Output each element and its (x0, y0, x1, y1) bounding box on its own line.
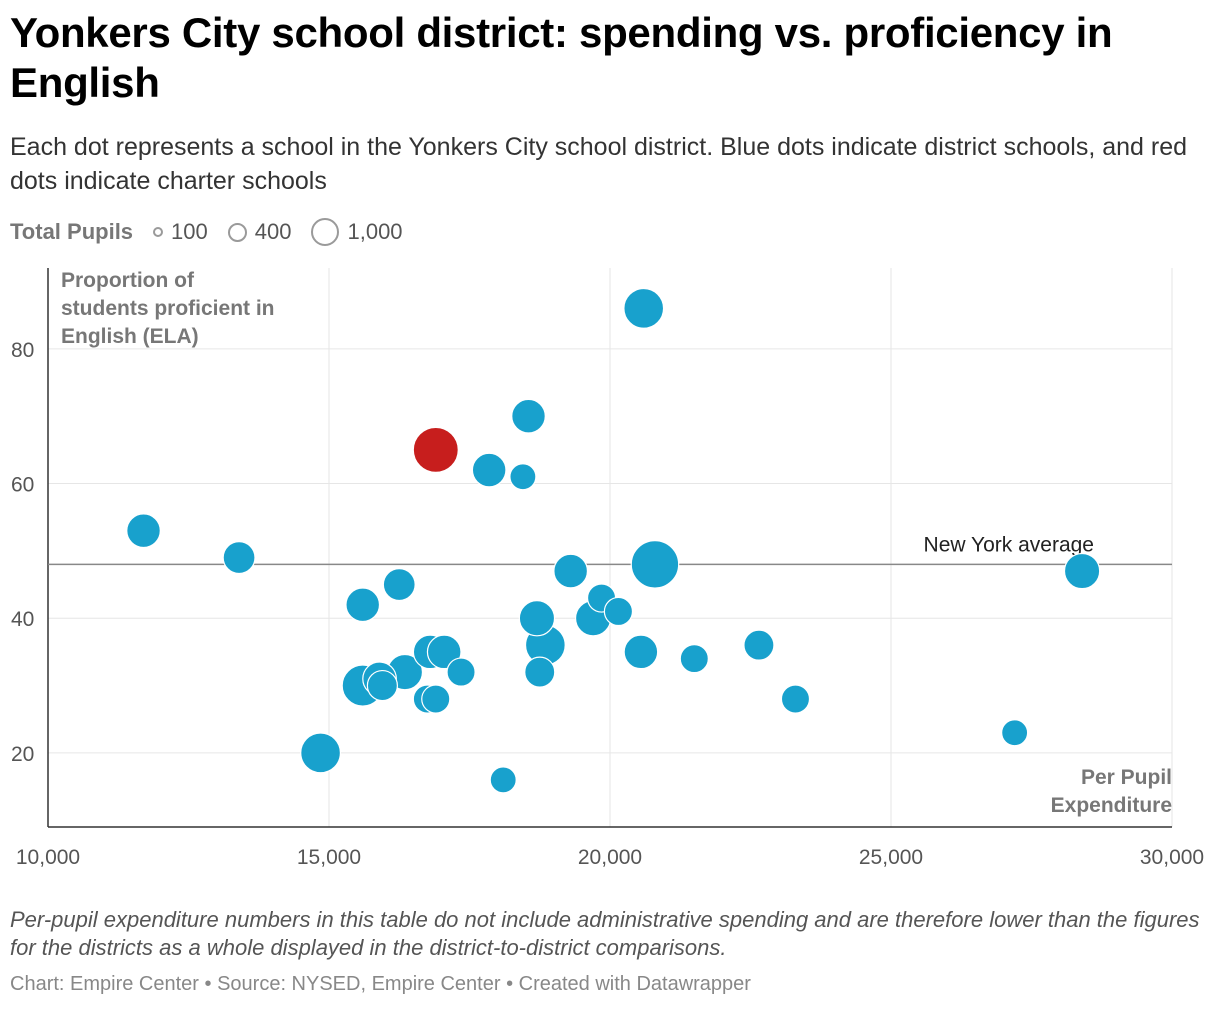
district-school-point (509, 463, 537, 491)
x-tick-label: 25,000 (859, 846, 923, 869)
district-school-point (421, 684, 451, 714)
size-legend-label: 100 (171, 219, 208, 244)
size-legend-circle-icon (153, 227, 164, 237)
y-tick-label: 60 (11, 474, 34, 497)
size-legend-circle-icon (311, 218, 340, 246)
size-legend-title: Total Pupils (10, 219, 134, 244)
x-axis-title: Per Pupil Expenditure (1051, 766, 1172, 817)
district-school-point (780, 684, 811, 714)
district-school-point (1001, 719, 1029, 747)
size-legend-item-100: 100 (153, 219, 208, 245)
scatter-chart: 10,000 15,000 20,000 25,000 30,000 20 40 60 80 Ne… (11, 268, 1204, 869)
size-legend-item-400: 400 (227, 219, 292, 245)
x-tick-label: 20,000 (578, 846, 642, 869)
size-legend-label: 1,000 (347, 219, 403, 244)
district-school-point (524, 656, 556, 688)
chart-title: Yonkers City school district: spending v… (10, 9, 1113, 106)
district-school-point (446, 657, 476, 687)
district-school-point (623, 287, 665, 329)
y-axis-title: Proportion of students proficient in Engli… (61, 269, 275, 348)
district-school-point (603, 596, 634, 627)
district-school-point (511, 398, 546, 434)
x-tick-label: 30,000 (1140, 846, 1204, 869)
district-school-point (489, 766, 517, 794)
district-school-point (679, 643, 709, 674)
x-tick-label: 15,000 (297, 846, 361, 869)
district-school-point (126, 513, 161, 549)
district-school-point (518, 600, 556, 637)
district-school-point (1063, 552, 1101, 590)
size-legend-item-1000: 1,000 (311, 218, 403, 246)
district-school-point (623, 634, 659, 670)
district-school-point (366, 669, 398, 702)
chart-footnote: Per-pupil expenditure numbers in this ta… (10, 907, 1200, 960)
chart-credits: Chart: Empire Center • Source: NYSED, Em… (10, 973, 751, 995)
district-school-point (345, 587, 381, 623)
size-legend: Total Pupils 100 400 1,000 (10, 216, 423, 248)
size-legend-circle-icon (227, 222, 247, 242)
district-school-point (382, 568, 416, 602)
y-tick-label: 80 (11, 339, 34, 362)
district-school-point (471, 452, 507, 488)
district-school-point (300, 732, 342, 774)
district-school-point (222, 541, 256, 575)
x-tick-label: 10,000 (16, 846, 80, 869)
y-tick-label: 40 (11, 608, 34, 631)
district-school-point (553, 553, 589, 589)
reference-line-label: New York average (924, 533, 1094, 556)
district-school-point (630, 540, 680, 589)
charter-school-point (412, 426, 459, 473)
size-legend-label: 400 (254, 219, 292, 244)
chart-subtitle: Each dot represents a school in the Yonk… (10, 133, 1188, 195)
district-school-point (743, 629, 775, 661)
y-tick-label: 20 (11, 743, 34, 766)
